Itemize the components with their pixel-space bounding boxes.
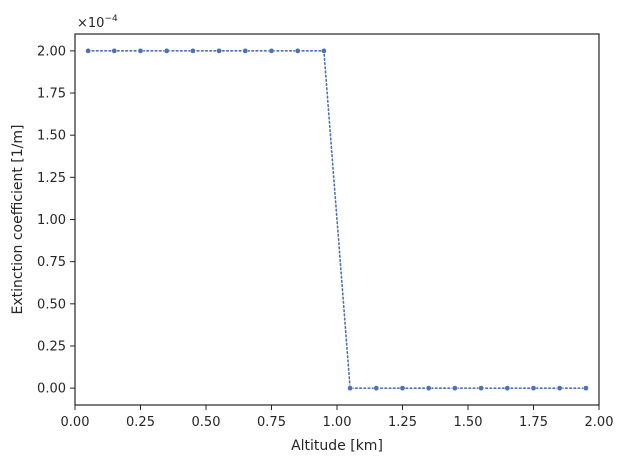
- data-point: [583, 385, 589, 391]
- data-point: [556, 385, 563, 391]
- data-point: [321, 48, 327, 54]
- y-tick-label: 0.50: [37, 297, 66, 312]
- y-axis-offset-base: ×10: [77, 16, 104, 31]
- data-point: [137, 48, 144, 54]
- data-point: [452, 385, 458, 391]
- y-axis-offset-exponent: −4: [104, 14, 118, 24]
- data-point: [190, 48, 196, 54]
- x-tick-label: 1.00: [323, 415, 352, 430]
- y-tick-label: 1.25: [37, 171, 66, 186]
- y-tick-label: 0.75: [37, 255, 66, 270]
- y-tick-label: 2.00: [37, 44, 66, 59]
- y-tick-label: 0.00: [37, 382, 66, 397]
- data-point: [216, 48, 222, 54]
- y-tick-label: 1.50: [37, 129, 66, 144]
- series-line: [87, 50, 587, 389]
- data-point: [294, 48, 301, 54]
- x-tick-label: 0.75: [257, 415, 286, 430]
- data-point: [425, 385, 432, 391]
- data-point: [242, 48, 249, 54]
- y-tick-label: 0.25: [37, 339, 66, 354]
- data-point: [111, 48, 118, 54]
- data-point: [399, 385, 406, 391]
- data-point: [530, 385, 537, 391]
- data-point: [504, 385, 511, 391]
- x-tick-label: 1.75: [519, 415, 548, 430]
- x-tick-label: 0.50: [192, 415, 221, 430]
- plot-area: [85, 48, 589, 391]
- y-axis: 0.00 0.25 0.50 0.75 1.00 1.25 1.50 1.75 2.00: [37, 44, 75, 397]
- y-tick-label: 1.00: [37, 213, 66, 228]
- x-tick-label: 0.00: [61, 415, 90, 430]
- y-axis-offset: ×10−4: [77, 14, 118, 31]
- x-tick-label: 1.25: [388, 415, 417, 430]
- data-point: [268, 48, 275, 54]
- data-point: [347, 385, 353, 391]
- y-tick-label: 1.75: [37, 87, 66, 102]
- x-axis-label: Altitude [km]: [291, 438, 383, 454]
- data-point: [85, 48, 91, 54]
- x-tick-label: 2.00: [585, 415, 614, 430]
- data-point: [373, 385, 380, 391]
- data-point: [163, 48, 170, 54]
- x-axis: 0.00 0.25 0.50 0.75 1.00 1.25 1.50 1.75 2.00: [61, 405, 614, 430]
- x-tick-label: 0.25: [126, 415, 155, 430]
- x-tick-label: 1.50: [454, 415, 483, 430]
- y-axis-label: Extinction coefficient [1/m]: [10, 125, 26, 315]
- data-point: [478, 385, 484, 391]
